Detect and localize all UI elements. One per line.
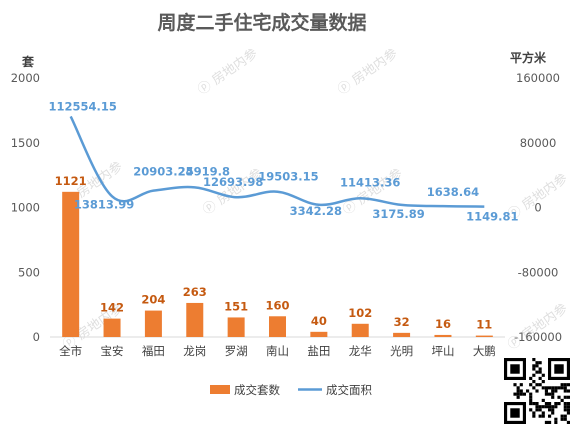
left-axis-ticks: 0 500 1000 1500 2000 bbox=[11, 71, 40, 344]
bar-label: 32 bbox=[394, 315, 410, 329]
category-label: 罗湖 bbox=[225, 344, 248, 358]
bar-南山 bbox=[269, 316, 286, 337]
right-tick-label: -160000 bbox=[514, 330, 562, 344]
bar-label: 142 bbox=[100, 301, 124, 315]
right-axis-unit: 平方米 bbox=[510, 50, 547, 65]
category-label: 坪山 bbox=[431, 344, 454, 358]
bar-龙岗 bbox=[186, 302, 204, 337]
watermark-text: ⓟ 房地内参 bbox=[195, 45, 261, 98]
bar-label: 40 bbox=[311, 314, 327, 328]
line-label: 3342.28 bbox=[290, 204, 342, 218]
line-label: 19503.15 bbox=[258, 170, 318, 184]
left-tick-label: 2000 bbox=[11, 71, 40, 85]
line-label: 1638.64 bbox=[427, 185, 479, 199]
legend-label-bar: 成交套数 bbox=[234, 383, 280, 397]
bar-label: 151 bbox=[224, 299, 248, 313]
category-label: 宝安 bbox=[101, 344, 124, 358]
left-tick-label: 1500 bbox=[11, 136, 40, 150]
line-label: 20903.25 bbox=[133, 165, 193, 179]
category-label: 南山 bbox=[266, 344, 289, 358]
bar-label: 1121 bbox=[55, 174, 87, 188]
category-label: 盐田 bbox=[307, 344, 330, 358]
line-series bbox=[69, 115, 485, 208]
line-label: 12693.98 bbox=[203, 175, 263, 189]
left-tick-label: 0 bbox=[33, 330, 40, 344]
left-tick-label: 500 bbox=[18, 265, 40, 279]
bar-series bbox=[62, 191, 493, 337]
bar-福田 bbox=[144, 310, 162, 337]
bar-label: 102 bbox=[348, 306, 372, 320]
right-tick-label: 80000 bbox=[520, 136, 557, 150]
line-label: 13813.99 bbox=[74, 197, 134, 211]
bar-data-labels: 1121 142 204 263 151 160 40 102 32 16 11 bbox=[55, 174, 493, 332]
watermark-text: ⓟ 房地内参 bbox=[505, 300, 571, 353]
bar-盐田 bbox=[310, 331, 328, 337]
bar-大鹏 bbox=[475, 335, 493, 337]
category-axis: 全市 宝安 福田 龙岗 罗湖 南山 盐田 龙华 光明 坪山 大鹏 bbox=[59, 344, 496, 358]
line-label: 112554.15 bbox=[48, 99, 116, 113]
bar-坪山 bbox=[434, 334, 452, 337]
legend: 成交套数 成交面积 bbox=[210, 383, 372, 397]
bar-label: 11 bbox=[476, 318, 492, 332]
category-label: 福田 bbox=[142, 344, 165, 358]
line-label: 11413.36 bbox=[340, 175, 400, 189]
category-label: 全市 bbox=[59, 344, 82, 358]
bar-label: 160 bbox=[265, 298, 289, 312]
line-label: 1149.81 bbox=[466, 210, 518, 224]
qr-code-image bbox=[502, 356, 572, 426]
chart-title: 周度二手住宅成交量数据 bbox=[157, 11, 366, 34]
line-label: 24919.8 bbox=[178, 164, 230, 178]
bar-龙华 bbox=[351, 323, 369, 337]
bar-label: 16 bbox=[435, 317, 451, 331]
left-axis-unit: 套 bbox=[21, 54, 35, 69]
bar-光明 bbox=[393, 332, 411, 337]
bar-全市 bbox=[62, 191, 80, 337]
left-tick-label: 1000 bbox=[11, 201, 40, 215]
watermark-text: ⓟ 房地内参 bbox=[335, 45, 401, 98]
line-data-labels: 112554.15 13813.99 20903.2524919.812693.98… bbox=[48, 99, 518, 223]
legend-swatch-bar bbox=[210, 385, 230, 394]
right-tick-label: 0 bbox=[534, 201, 541, 215]
bar-label: 204 bbox=[141, 293, 165, 307]
right-tick-label: 160000 bbox=[516, 71, 560, 85]
category-label: 龙岗 bbox=[183, 344, 206, 358]
legend-label-line: 成交面积 bbox=[326, 383, 372, 397]
line-label: 3175.89 bbox=[372, 207, 424, 221]
category-label: 光明 bbox=[390, 344, 413, 358]
bar-罗湖 bbox=[227, 317, 245, 337]
right-axis-ticks: -160000 -80000 0 80000 160000 bbox=[514, 71, 562, 344]
bar-label: 263 bbox=[183, 285, 207, 299]
category-label: 龙华 bbox=[349, 344, 372, 358]
bar-宝安 bbox=[103, 318, 121, 337]
right-tick-label: -80000 bbox=[518, 265, 559, 279]
category-label: 大鹏 bbox=[473, 344, 496, 358]
